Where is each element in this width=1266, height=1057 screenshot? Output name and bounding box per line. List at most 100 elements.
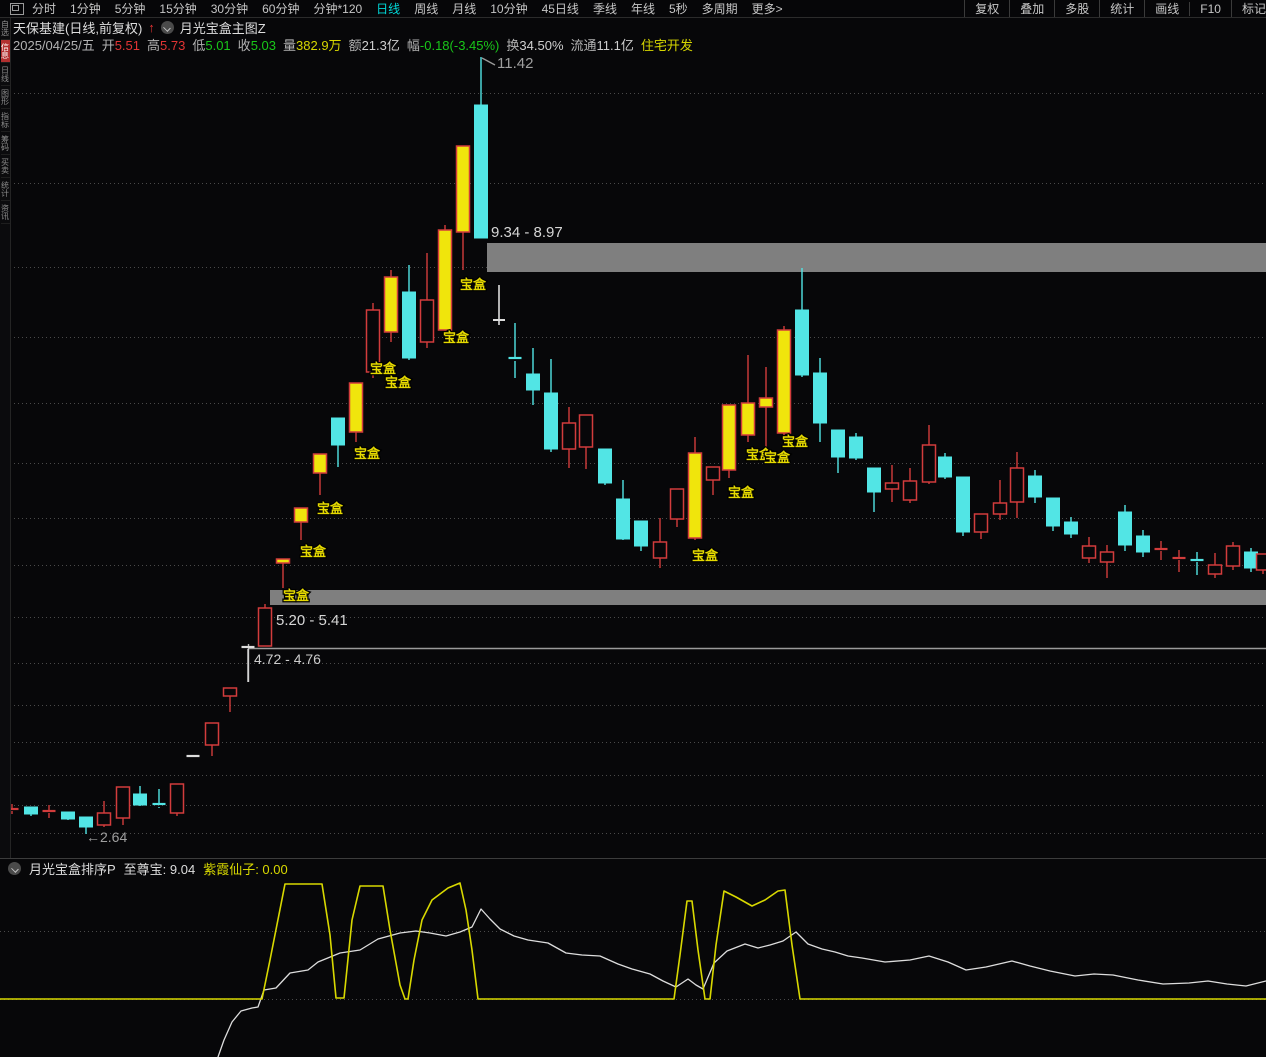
- candlestick: [938, 456, 952, 478]
- side-tab-资讯[interactable]: 资讯: [0, 201, 10, 224]
- candlestick: [561, 422, 577, 450]
- candlestick: [275, 558, 291, 564]
- candlestick: [24, 806, 38, 815]
- up-arrow-icon: ↑: [148, 20, 155, 35]
- menu-item-45日线[interactable]: 45日线: [541, 2, 579, 16]
- side-tab-自选[interactable]: 自选: [0, 17, 10, 40]
- menu-item-更多>[interactable]: 更多>: [751, 2, 783, 16]
- side-tab-日线[interactable]: 日线: [0, 63, 10, 86]
- candlestick: [616, 498, 630, 540]
- menu-item-30分钟[interactable]: 30分钟: [210, 2, 249, 16]
- side-tab-统计[interactable]: 统计: [0, 178, 10, 201]
- baohe-signal-label: 宝盒: [354, 446, 381, 461]
- candlestick: [776, 329, 792, 434]
- candlestick: [813, 372, 827, 424]
- candlestick: [992, 502, 1008, 515]
- menu-item-分钟*120[interactable]: 分钟*120: [313, 2, 363, 16]
- pane-divider[interactable]: [0, 858, 1266, 859]
- candlestick: [419, 299, 435, 343]
- quote-field: 量382.9万: [283, 37, 342, 53]
- menu-item-月线[interactable]: 月线: [452, 2, 477, 16]
- candlestick: [222, 687, 238, 697]
- candlestick: [312, 453, 328, 474]
- indicator-line-紫霞仙子: [0, 882, 1266, 1000]
- baohe-signal-label: 宝盒: [692, 548, 719, 563]
- menu-item-60分钟[interactable]: 60分钟: [262, 2, 300, 16]
- tool-item-画线[interactable]: 画线: [1144, 0, 1189, 17]
- low-price-annotation: ←2.64: [86, 829, 127, 845]
- chevron-down-circle-icon[interactable]: [8, 862, 21, 875]
- menu-item-季线[interactable]: 季线: [592, 2, 617, 16]
- baohe-signal-label: 宝盒: [460, 277, 487, 292]
- menu-item-周线[interactable]: 周线: [414, 2, 439, 16]
- candlestick: [849, 436, 863, 459]
- chevron-down-circle-icon[interactable]: [160, 21, 174, 34]
- main-indicator-title[interactable]: 月光宝盒主图Z: [179, 21, 266, 36]
- menu-item-分时[interactable]: 分时: [32, 2, 57, 16]
- price-band: [270, 590, 1266, 605]
- quote-field: 额21.3亿: [348, 37, 400, 53]
- candlestick: [402, 291, 416, 359]
- candlestick: [1099, 551, 1115, 563]
- candlestick: [455, 145, 471, 233]
- candlestick: [348, 382, 364, 433]
- quote-info-row: 2025/04/25/五 开5.51 高5.73 低5.01 收5.03 量382.9万…: [13, 37, 693, 53]
- quote-field: 住宅开发: [640, 37, 693, 53]
- candlestick: [1046, 497, 1060, 527]
- candlestick: [740, 402, 756, 436]
- peak-price-annotation: 11.42: [497, 55, 533, 72]
- indicator-value-zixiaxianzi: 紫霞仙子: 0.00: [203, 862, 288, 877]
- side-tab-筹码[interactable]: 筹码: [0, 132, 10, 155]
- quote-field: 幅-0.18(-3.45%): [406, 37, 500, 53]
- side-tab-指标[interactable]: 指标: [0, 109, 10, 132]
- candlestick: [652, 541, 668, 559]
- tool-item-统计[interactable]: 统计: [1099, 0, 1144, 17]
- quote-field: 换34.50%: [506, 37, 564, 53]
- menu-item-15分钟[interactable]: 15分钟: [159, 2, 197, 16]
- window-icon[interactable]: [10, 3, 24, 15]
- candlestick: [544, 392, 558, 450]
- candlestick: [204, 722, 220, 746]
- candlestick: [831, 429, 845, 458]
- menu-item-多周期[interactable]: 多周期: [701, 2, 738, 16]
- tool-item-标记[interactable]: 标记: [1230, 0, 1266, 17]
- stock-title[interactable]: 天保基建(日线,前复权): [13, 21, 143, 36]
- tool-item-复权[interactable]: 复权: [964, 0, 1009, 17]
- candlestick: [705, 466, 721, 481]
- menu-item-5分钟[interactable]: 5分钟: [114, 2, 146, 16]
- period-menu: 分时 1分钟 5分钟 15分钟 30分钟 60分钟 分钟*120 日线 周线 月线 10分钟 45日线…: [32, 0, 783, 17]
- baohe-signal-label: 宝盒: [764, 450, 791, 465]
- tool-item-多股[interactable]: 多股: [1054, 0, 1099, 17]
- candlestick: [365, 309, 381, 373]
- candlestick: [331, 417, 345, 446]
- candlestick: [1225, 545, 1241, 567]
- chart-title-row: 天保基建(日线,前复权) ↑ 月光宝盒主图Z: [13, 20, 266, 36]
- menu-item-1分钟[interactable]: 1分钟: [70, 2, 101, 16]
- peak-pointer: [481, 57, 496, 66]
- candlestick: [687, 452, 703, 539]
- candlestick: [669, 488, 685, 520]
- side-tab-信息[interactable]: 信息: [0, 40, 10, 63]
- side-tab-买卖[interactable]: 买卖: [0, 155, 10, 178]
- baohe-signal-label: 宝盒: [746, 447, 773, 462]
- candlestick: [115, 786, 131, 819]
- band-price-label: 5.20 - 5.41: [276, 612, 348, 629]
- candlestick: [758, 397, 774, 408]
- candlestick: [1081, 545, 1097, 559]
- candlestick: [721, 404, 737, 471]
- menu-item-10分钟[interactable]: 10分钟: [490, 2, 528, 16]
- tool-item-叠加[interactable]: 叠加: [1009, 0, 1054, 17]
- baohe-signal-label: 宝盒: [317, 501, 344, 516]
- menu-item-年线[interactable]: 年线: [630, 2, 655, 16]
- tool-item-F10[interactable]: F10: [1189, 1, 1231, 16]
- indicator-panel-title[interactable]: 月光宝盒排序P: [29, 862, 116, 877]
- side-tab-图形[interactable]: 图形: [0, 86, 10, 109]
- candlestick: [257, 607, 273, 647]
- candlestick: [1255, 553, 1266, 571]
- menu-item-日线[interactable]: 日线: [376, 2, 401, 16]
- quote-field: 收5.03: [237, 37, 276, 53]
- menu-item-5秒[interactable]: 5秒: [668, 2, 688, 16]
- baohe-signal-label: 宝盒: [385, 375, 412, 390]
